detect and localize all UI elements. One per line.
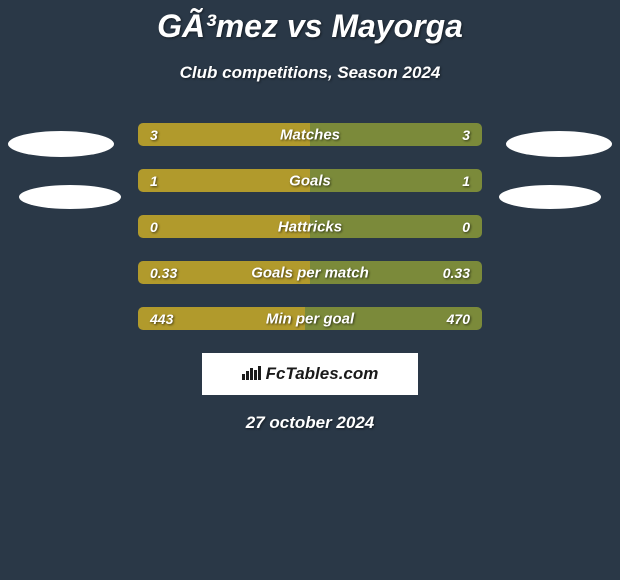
stat-label: Min per goal — [266, 310, 354, 327]
player-left-ellipse-2 — [19, 185, 121, 209]
branding-box: FcTables.com — [202, 353, 418, 395]
stat-right-bar — [310, 169, 482, 192]
stat-value-right: 3 — [462, 127, 470, 143]
stat-label: Goals — [289, 172, 331, 189]
chart-icon — [242, 364, 262, 385]
stat-label: Matches — [280, 126, 340, 143]
player-left-ellipse-1 — [8, 131, 114, 157]
player-right-ellipse-2 — [499, 185, 601, 209]
stat-value-left: 3 — [150, 127, 158, 143]
page-title: GÃ³mez vs Mayorga — [0, 8, 620, 45]
stat-label: Hattricks — [278, 218, 342, 235]
stat-value-left: 0 — [150, 219, 158, 235]
stat-row: Matches 3 3 — [138, 123, 482, 146]
stat-value-left: 0.33 — [150, 265, 177, 281]
main-container: GÃ³mez vs Mayorga Club competitions, Sea… — [0, 0, 620, 433]
stat-row: Min per goal 443 470 — [138, 307, 482, 330]
footer-date: 27 october 2024 — [0, 413, 620, 433]
stat-value-right: 470 — [447, 311, 470, 327]
stat-value-right: 0.33 — [443, 265, 470, 281]
stats-bars: Matches 3 3 Goals 1 1 Hattricks 0 0 Goals per mat… — [138, 123, 482, 330]
player-right-ellipse-1 — [506, 131, 612, 157]
stat-left-bar — [138, 169, 310, 192]
stat-row: Goals per match 0.33 0.33 — [138, 261, 482, 284]
stat-value-right: 0 — [462, 219, 470, 235]
stat-value-right: 1 — [462, 173, 470, 189]
content-area: Matches 3 3 Goals 1 1 Hattricks 0 0 Goals per mat… — [0, 123, 620, 433]
stat-value-left: 1 — [150, 173, 158, 189]
page-subtitle: Club competitions, Season 2024 — [0, 63, 620, 83]
stat-row: Hattricks 0 0 — [138, 215, 482, 238]
stat-row: Goals 1 1 — [138, 169, 482, 192]
branding-text: FcTables.com — [266, 364, 379, 384]
stat-label: Goals per match — [251, 264, 369, 281]
stat-value-left: 443 — [150, 311, 173, 327]
